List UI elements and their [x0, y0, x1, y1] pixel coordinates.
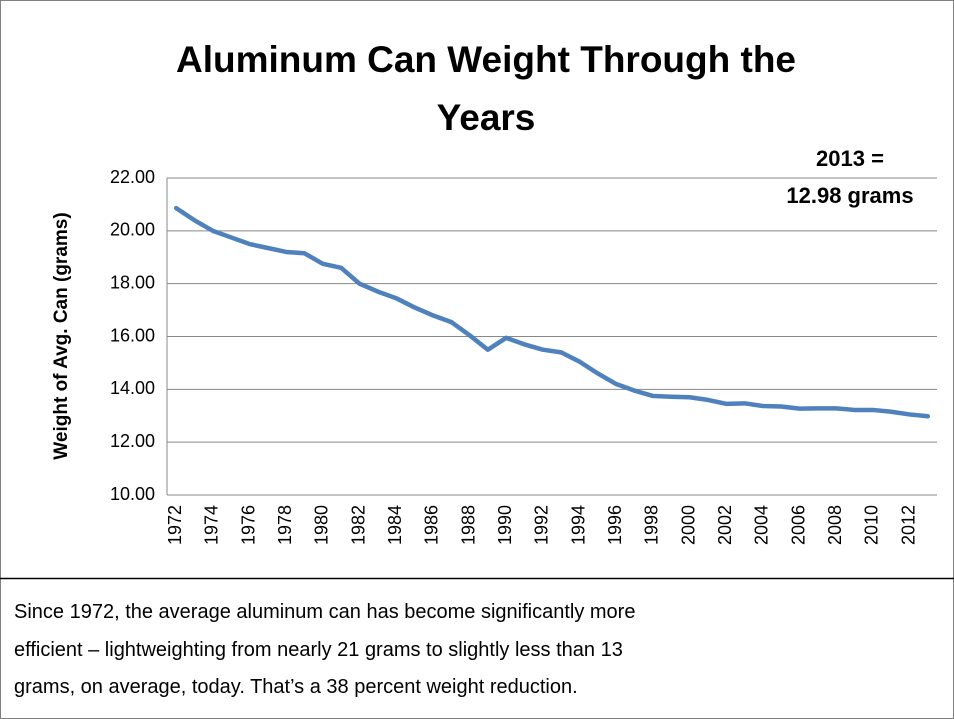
- annotation: 2013 =: [816, 146, 884, 171]
- chart-title: Aluminum Can Weight Through the: [176, 39, 796, 80]
- x-tick-label: 2000: [678, 505, 698, 545]
- y-tick-label: 20.00: [110, 220, 155, 240]
- x-tick-label: 1974: [202, 505, 222, 545]
- x-tick-label: 2012: [898, 505, 918, 545]
- y-tick-label: 22.00: [110, 167, 155, 187]
- y-tick-label: 14.00: [110, 378, 155, 398]
- caption: efficient – lightweighting from nearly 2…: [14, 639, 623, 661]
- x-tick-label: 1976: [238, 505, 258, 545]
- x-tick-label: 2010: [862, 505, 882, 545]
- y-tick-label: 10.00: [110, 484, 155, 504]
- x-tick-label: 1978: [275, 505, 295, 545]
- x-tick-label: 1984: [385, 505, 405, 545]
- x-tick-label: 1992: [532, 505, 552, 545]
- x-tick-label: 1986: [422, 505, 442, 545]
- x-tick-label: 2008: [825, 505, 845, 545]
- x-tick-label: 2002: [715, 505, 735, 545]
- x-tick-label: 1982: [348, 505, 368, 545]
- caption: grams, on average, today. That’s a 38 pe…: [14, 676, 578, 698]
- x-tick-label: 1994: [568, 505, 588, 545]
- x-tick-label: 1980: [312, 505, 332, 545]
- x-tick-label: 1990: [495, 505, 515, 545]
- y-tick-label: 12.00: [110, 431, 155, 451]
- x-tick-label: 1972: [165, 505, 185, 545]
- y-tick-label: 16.00: [110, 325, 155, 345]
- caption: Since 1972, the average aluminum can has…: [14, 601, 635, 623]
- x-tick-label: 1998: [642, 505, 662, 545]
- data-line: [173, 205, 931, 419]
- chart-title: Years: [437, 97, 536, 138]
- x-tick-label: 1996: [605, 505, 625, 545]
- y-axis-label: Weight of Avg. Can (grams): [51, 212, 72, 459]
- x-tick-label: 2006: [788, 505, 808, 545]
- x-tick-label: 1988: [458, 505, 478, 545]
- x-tick-label: 2004: [752, 505, 772, 545]
- y-tick-label: 18.00: [110, 272, 155, 292]
- annotation: 12.98 grams: [786, 183, 913, 208]
